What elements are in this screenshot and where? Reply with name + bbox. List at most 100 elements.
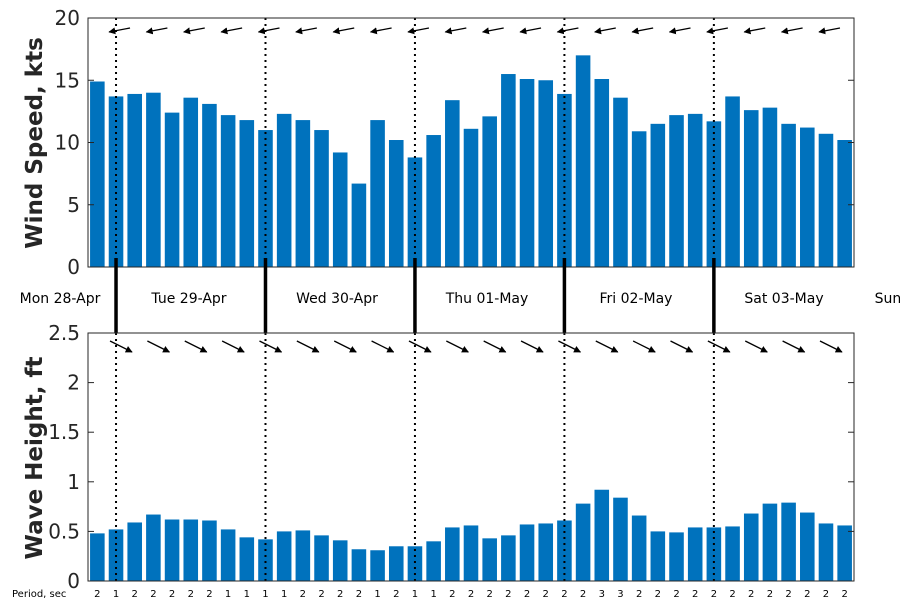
wind-bar [706,121,722,267]
period-label: 2 [337,589,343,600]
wind-direction-arrow [257,27,280,35]
wave-bar [631,515,647,581]
wave-direction-arrow [333,340,357,353]
period-label: 3 [599,589,605,600]
wind-bar [407,157,423,267]
wave-bar [407,546,423,581]
wave-direction-arrow [109,340,133,353]
wave-bar [258,539,273,581]
wind-y-tick-label: 5 [67,193,80,217]
wind-bar [445,100,460,267]
wave-y-tick-label: 0 [67,569,80,593]
wave-axes-box [87,332,855,582]
wind-bar [519,79,535,267]
wind-y-tick-label: 15 [55,68,80,92]
period-label: 1 [430,589,436,600]
period-label: 2 [729,589,735,600]
wave-bar [164,519,180,581]
day-label: Sat 03-May [744,291,823,307]
wave-bar [295,530,311,581]
period-label: 2 [206,589,212,600]
wind-y-tick-label: 10 [55,131,80,155]
wave-bar [239,537,255,581]
wind-bar [743,110,759,267]
wave-bar [837,525,852,581]
wave-bar [519,524,535,581]
wind-bar [575,55,591,267]
wave-direction-arrow [632,340,656,353]
wave-direction-arrow [296,340,320,353]
wind-bar [220,115,236,267]
period-label: 2 [692,589,698,600]
period-label: 2 [841,589,847,600]
wind-bar [90,81,105,267]
wind-y-tick-label: 0 [67,255,80,279]
wind-bar [164,112,180,268]
wave-bar [762,503,778,581]
wind-bar [202,103,217,267]
wave-axis-label: Wave Height, ft [22,357,48,560]
period-label: 2 [543,589,549,600]
wave-bar [332,540,348,581]
period-label: 2 [318,589,324,600]
wave-bar [575,503,591,581]
wave-bar [650,531,666,581]
day-label: Wed 30-Apr [296,291,378,307]
day-label: Tue 29-Apr [150,291,226,307]
period-label: 1 [244,589,250,600]
period-label: 2 [94,589,100,600]
day-label: Sun [875,291,900,307]
wave-bar [220,529,236,581]
wind-bar [127,93,142,267]
wind-bar [818,133,834,267]
wave-bar [613,497,628,581]
wind-bar [631,131,647,267]
wind-bar [800,127,815,267]
wind-direction-arrow [818,27,841,35]
period-label: 2 [823,589,829,600]
period-label: 2 [524,589,530,600]
wind-bar [463,128,479,267]
wave-direction-arrow [520,340,544,353]
period-label: 2 [711,589,717,600]
wave-y-tick-label: 1 [67,470,80,494]
wave-y-tick-label: 2.5 [48,321,80,345]
wave-bar [127,522,142,581]
wind-bar [687,113,703,268]
wave-bar [463,525,479,581]
wind-bar [276,113,292,268]
period-label: 1 [374,589,380,600]
day-label: Mon 28-Apr [20,291,101,307]
wind-direction-arrow [594,27,616,35]
wind-direction-arrow [631,27,654,35]
period-label: 2 [580,589,586,600]
period-label: 1 [281,589,287,600]
wave-bar [781,502,796,581]
wind-bar [332,152,348,267]
wind-bar [594,79,610,267]
wind-axis-label: Wind Speed, kts [22,37,48,249]
period-label: 2 [673,589,679,600]
period-label: 2 [188,589,194,600]
period-label: 2 [767,589,773,600]
wave-bar [370,550,385,581]
period-axis-label: Period, sec [12,589,66,600]
wave-bar [725,526,740,581]
wave-bar [426,541,441,581]
wind-direction-arrow [444,27,467,35]
period-label: 2 [505,589,511,600]
wind-direction-arrow [220,27,243,35]
wind-direction-arrow [780,27,803,35]
wind-bar [388,140,404,267]
wave-bar [706,527,722,581]
wind-bar [669,115,684,267]
wind-bar [781,123,796,267]
wave-direction-arrow [259,340,283,353]
period-label: 2 [468,589,474,600]
wind-bar [239,120,255,267]
wave-bar [183,519,199,581]
wind-bar [314,130,329,267]
wave-y-tick-label: 0.5 [48,519,80,543]
wind-direction-arrow [369,27,392,35]
